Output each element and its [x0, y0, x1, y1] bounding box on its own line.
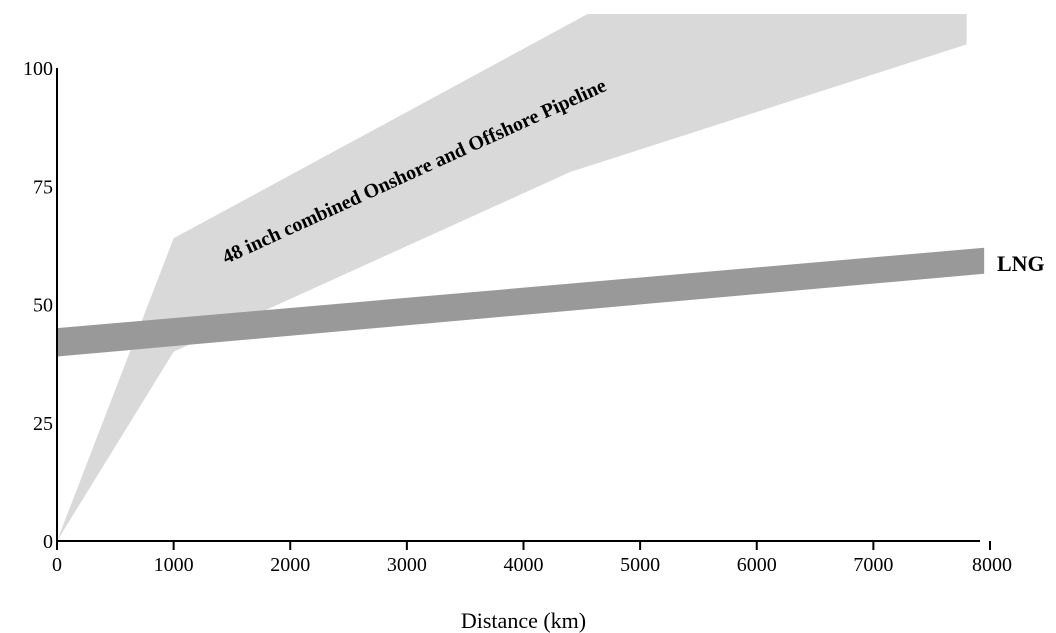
x-axis-title: Distance (km): [461, 608, 586, 633]
x-tick-label: 8000: [972, 554, 1012, 576]
x-tick-label: 4000: [504, 554, 544, 576]
y-tick-label: 75: [33, 176, 53, 198]
x-tick-label: 6000: [737, 554, 777, 576]
y-tick-label: 25: [33, 413, 53, 435]
series-label-lng: LNG: [997, 251, 1045, 276]
band-pipeline: [57, 14, 967, 541]
band-lng: [57, 247, 985, 357]
y-ticks: 0 25 50 75 100: [23, 58, 53, 553]
bands: [57, 14, 985, 541]
y-tick-label: 50: [33, 295, 53, 317]
x-tick-label: 3000: [387, 554, 427, 576]
x-tick-label: 1000: [154, 554, 194, 576]
x-tick-label: 2000: [270, 554, 310, 576]
y-tick-label: 100: [23, 58, 53, 80]
y-tick-label: 0: [43, 531, 53, 553]
x-tick-label: 5000: [620, 554, 660, 576]
x-tick-label: 0: [52, 554, 62, 576]
axes: [56, 68, 980, 542]
x-ticks: 0 1000 2000 3000 4000 5000 6000 7000 8000: [52, 541, 1012, 576]
x-tick-label: 7000: [853, 554, 893, 576]
